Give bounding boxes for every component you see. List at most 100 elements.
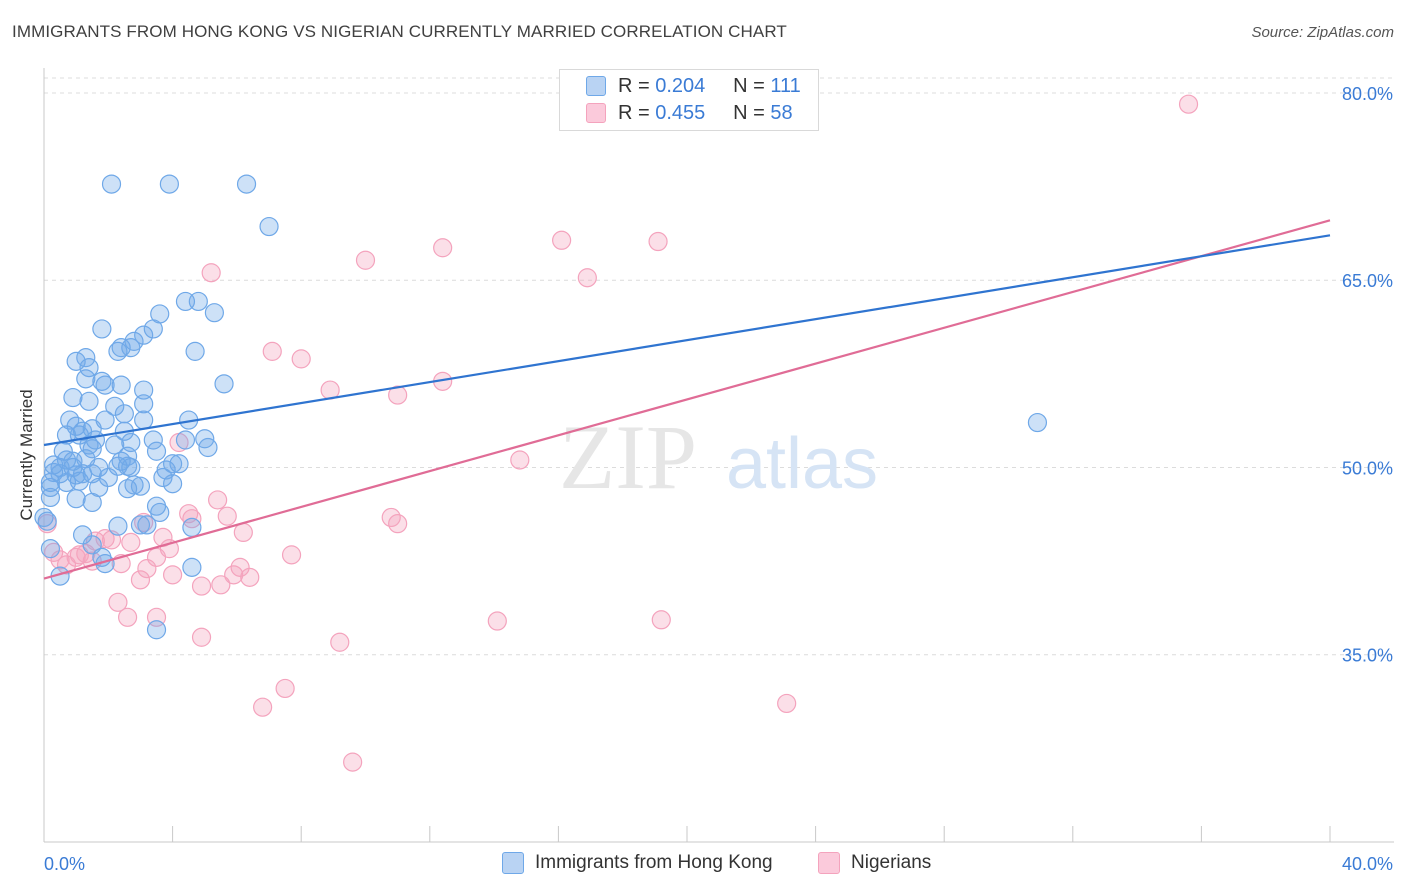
- point-nigerians: [262, 341, 282, 361]
- point-nigerians: [487, 611, 507, 631]
- point-hong-kong: [121, 457, 141, 478]
- point-hong-kong: [134, 410, 154, 430]
- point-nigerians: [281, 545, 302, 565]
- point-nigerians: [343, 752, 363, 772]
- series-hong-kong: [34, 174, 1048, 640]
- point-nigerians: [651, 610, 671, 630]
- point-nigerians: [66, 547, 86, 567]
- point-hong-kong: [117, 446, 138, 466]
- point-hong-kong: [159, 174, 179, 194]
- point-nigerians: [648, 231, 668, 252]
- bottom-legend-label: Nigerians: [851, 852, 932, 873]
- point-hong-kong: [150, 304, 170, 324]
- point-hong-kong: [98, 467, 118, 488]
- point-hong-kong: [185, 341, 205, 361]
- point-nigerians: [355, 250, 376, 270]
- x-tick-label: 0.0%: [44, 854, 85, 874]
- trendline-hong-kong: [43, 234, 1331, 447]
- point-nigerians: [208, 490, 228, 510]
- point-nigerians: [510, 450, 530, 470]
- point-hong-kong: [259, 216, 279, 237]
- point-nigerians: [137, 559, 157, 579]
- point-hong-kong: [121, 338, 141, 358]
- point-nigerians: [211, 575, 231, 595]
- point-nigerians: [330, 632, 350, 652]
- bottom-legend-swatch-pink: [818, 852, 840, 874]
- legend-r-label: R =: [618, 102, 650, 124]
- point-hong-kong: [105, 396, 125, 416]
- axes: [43, 68, 1394, 843]
- point-nigerians: [253, 697, 273, 717]
- point-nigerians: [388, 385, 408, 405]
- point-nigerians: [230, 557, 250, 577]
- point-hong-kong: [1027, 412, 1048, 433]
- y-tick-label: 65.0%: [1342, 271, 1393, 291]
- bottom-legend-label: Immigrants from Hong Kong: [535, 852, 773, 873]
- point-nigerians: [56, 555, 77, 575]
- point-nigerians: [233, 522, 253, 543]
- point-nigerians: [108, 592, 128, 612]
- point-hong-kong: [204, 303, 224, 323]
- point-hong-kong: [69, 471, 89, 491]
- point-hong-kong: [40, 539, 61, 559]
- point-hong-kong: [40, 477, 61, 498]
- point-hong-kong: [134, 380, 154, 400]
- point-nigerians: [134, 512, 154, 533]
- point-hong-kong: [40, 487, 61, 508]
- point-hong-kong: [95, 375, 115, 395]
- y-tick-label: 80.0%: [1342, 84, 1393, 104]
- point-nigerians: [552, 230, 572, 250]
- legend-r-label: R =: [618, 75, 650, 97]
- point-hong-kong: [182, 557, 202, 577]
- trendline-nigerians: [43, 219, 1331, 580]
- point-nigerians: [44, 542, 64, 562]
- point-hong-kong: [117, 456, 138, 476]
- point-hong-kong: [198, 437, 218, 458]
- point-nigerians: [433, 238, 453, 258]
- legend-n-value: 58: [770, 102, 793, 124]
- point-hong-kong: [40, 472, 61, 493]
- legend-r-value: 0.204: [655, 75, 706, 97]
- chart-title: IMMIGRANTS FROM HONG KONG VS NIGERIAN CU…: [12, 22, 787, 41]
- point-nigerians: [777, 693, 797, 714]
- point-hong-kong: [153, 467, 173, 488]
- point-hong-kong: [79, 358, 99, 378]
- watermark-zip: ZIP: [559, 406, 697, 508]
- point-hong-kong: [137, 515, 157, 535]
- point-nigerians: [291, 349, 311, 369]
- point-hong-kong: [79, 391, 99, 411]
- point-nigerians: [224, 565, 244, 585]
- legend-r-value: 0.455: [655, 102, 706, 124]
- point-hong-kong: [214, 374, 234, 394]
- point-hong-kong: [134, 394, 154, 414]
- watermark: ZIP atlas: [559, 406, 878, 508]
- point-hong-kong: [82, 492, 102, 513]
- point-hong-kong: [130, 515, 151, 535]
- point-hong-kong: [134, 325, 154, 345]
- watermark-atlas: atlas: [726, 424, 878, 504]
- x-tick-label: 40.0%: [1342, 854, 1393, 874]
- point-nigerians: [1178, 94, 1199, 114]
- legend-n-value: 111: [770, 75, 801, 97]
- point-hong-kong: [146, 620, 167, 640]
- point-hong-kong: [108, 516, 128, 536]
- point-hong-kong: [175, 430, 196, 450]
- legend-n-label: N =: [733, 75, 765, 97]
- point-hong-kong: [163, 474, 183, 494]
- point-hong-kong: [37, 511, 57, 531]
- point-nigerians: [117, 607, 138, 627]
- y-tick-label: 35.0%: [1342, 646, 1393, 666]
- legend: R = 0.204 N = 111 R = 0.455 N = 58: [559, 69, 819, 131]
- point-hong-kong: [146, 441, 167, 461]
- point-hong-kong: [188, 291, 208, 312]
- point-hong-kong: [143, 430, 163, 450]
- point-hong-kong: [92, 319, 112, 339]
- point-nigerians: [240, 567, 260, 587]
- point-nigerians: [388, 514, 408, 534]
- point-hong-kong: [76, 369, 96, 389]
- point-nigerians: [121, 532, 141, 552]
- trend-lines: [43, 219, 1331, 580]
- legend-swatch-blue: [586, 76, 606, 96]
- point-hong-kong: [105, 435, 125, 455]
